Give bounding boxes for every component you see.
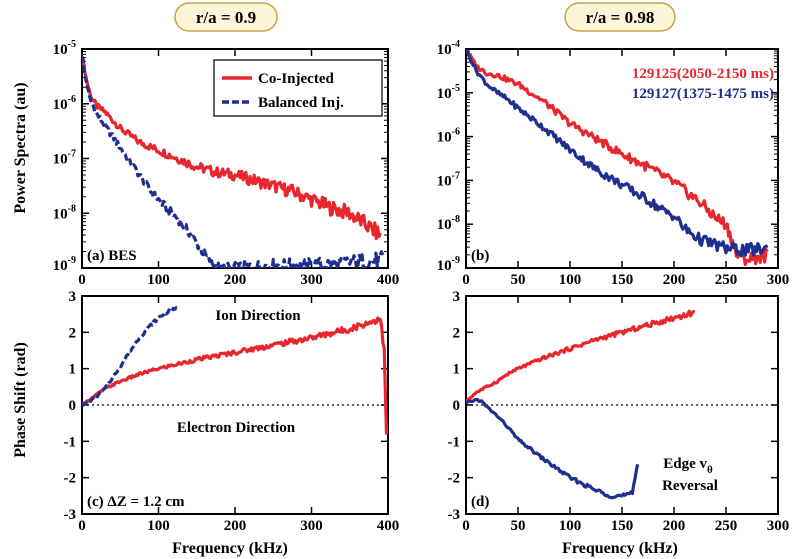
annotation-electron-direction: Electron Direction (177, 420, 296, 436)
xtick-label: 150 (611, 518, 634, 534)
xtick-label: 400 (377, 272, 400, 288)
ytick-label: -3 (64, 507, 77, 523)
xtick-label: 100 (559, 518, 582, 534)
xlabel-right: Frequency (kHz) (562, 540, 678, 557)
xtick-label: 200 (663, 272, 686, 288)
ytick-label: 10-4 (437, 39, 460, 58)
xtick-label: 200 (224, 272, 247, 288)
ytick-label: 1 (453, 362, 461, 378)
ylabel-phase-shift: Phase Shift (rad) (12, 342, 29, 458)
ytick-label: 0 (69, 398, 77, 414)
column-title-right-box (564, 2, 676, 32)
series-line-co (82, 316, 388, 435)
annotation-ion-direction: Ion Direction (215, 308, 301, 324)
xtick-label: 300 (767, 272, 790, 288)
ytick-label: 10-5 (437, 83, 460, 102)
ytick-label: 10-8 (437, 214, 460, 233)
ytick-label: -1 (64, 434, 77, 450)
xtick-label: 100 (147, 272, 170, 288)
column-title-left: r/a = 0.9 (174, 2, 278, 32)
xtick-label: 300 (300, 272, 323, 288)
xtick-label: 300 (767, 518, 790, 534)
ytick-label: 3 (453, 289, 461, 305)
xtick-label: 50 (511, 272, 526, 288)
legend-label-129127: 129127(1375-1475 ms) (632, 86, 774, 102)
ytick-label: 10-6 (53, 94, 76, 113)
ytick-label: 2 (69, 325, 77, 341)
ytick-label: 10-7 (437, 170, 460, 189)
series-line-bal (82, 55, 386, 268)
column-title-right-text: r/a = 0.98 (586, 8, 655, 27)
ytick-label: 0 (453, 398, 461, 414)
legend-label-bal: Balanced Inj. (258, 95, 344, 111)
ytick-label: 1 (69, 362, 77, 378)
annotation-edge-v: Edge vθ (663, 456, 713, 476)
xtick-label: 250 (715, 518, 738, 534)
xtick-label: 100 (147, 518, 170, 534)
ytick-label: 3 (69, 289, 77, 305)
ytick-label: -3 (448, 507, 461, 523)
xtick-label: 400 (377, 518, 400, 534)
legend-label-co: Co-Injected (258, 71, 334, 87)
series-line-bal (82, 306, 179, 408)
xtick-label: 150 (611, 272, 634, 288)
panel-c: 0 100 200 300 400 -3 -2 -1 0 1 2 3 (c) ΔZ = 1.2 cm Io… (64, 289, 400, 534)
panel-label-b: (b) (471, 248, 489, 264)
column-title-right: r/a = 0.98 (564, 2, 676, 32)
xlabel-left: Frequency (kHz) (172, 540, 288, 557)
ytick-label: 10-9 (437, 255, 460, 274)
xtick-label: 0 (78, 272, 86, 288)
series-line-bal (466, 398, 640, 500)
ytick-label: -2 (64, 471, 77, 487)
xtick-label: 0 (462, 518, 470, 534)
ytick-label: 2 (453, 325, 461, 341)
panel-label-a: (a) BES (87, 248, 137, 264)
panel-b: 0 50 100 150 200 250 300 10-9 10-8 10-7 10-6 10-5 10… (437, 39, 790, 288)
ytick-label: 10-9 (53, 255, 76, 274)
xtick-label: 0 (462, 272, 470, 288)
panel-label-c: (c) ΔZ = 1.2 cm (87, 494, 185, 510)
series-line-co (82, 56, 382, 241)
ytick-label: -1 (448, 434, 461, 450)
panel-label-d: (d) (471, 494, 489, 510)
panel-d: 0 50 100 150 200 250 300 -3 -2 -1 0 1 2 3 (d) Edge vθ Re… (448, 289, 790, 534)
xtick-label: 300 (300, 518, 323, 534)
legend-label-129125: 129125(2050-2150 ms) (632, 66, 774, 82)
series-line-co (466, 309, 696, 403)
xtick-label: 100 (559, 272, 582, 288)
column-title-left-box (174, 2, 278, 32)
panel-a: 0 100 200 300 400 10-9 10-8 10-7 10-6 10-5 (a) BES… (53, 39, 400, 288)
xtick-label: 50 (511, 518, 526, 534)
ytick-label: 10-8 (53, 203, 76, 222)
ylabel-power-spectra: Power Spectra (au) (12, 82, 29, 213)
ytick-label: -2 (448, 471, 461, 487)
annotation-reversal: Reversal (662, 478, 718, 494)
xtick-label: 250 (715, 272, 738, 288)
series-line-bal (466, 49, 769, 258)
legend-box (213, 59, 383, 117)
xtick-label: 200 (663, 518, 686, 534)
series-line-co (466, 49, 769, 267)
xtick-label: 0 (78, 518, 86, 534)
xtick-label: 200 (224, 518, 247, 534)
column-title-left-text: r/a = 0.9 (196, 8, 256, 27)
legend: Co-Injected Balanced Inj. (213, 59, 383, 117)
ytick-label: 10-6 (437, 127, 460, 146)
ytick-label: 10-7 (53, 149, 76, 168)
ytick-label: 10-5 (53, 39, 76, 58)
